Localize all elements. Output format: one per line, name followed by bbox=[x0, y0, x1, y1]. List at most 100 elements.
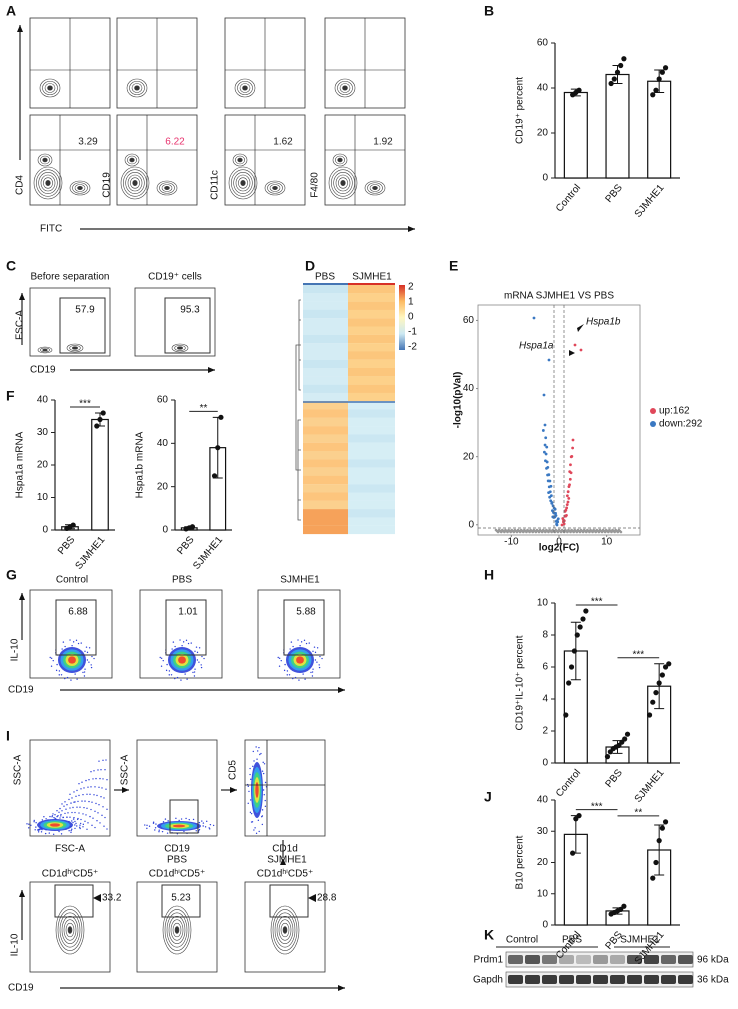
frame bbox=[477, 304, 641, 536]
event bbox=[41, 828, 43, 831]
event bbox=[299, 645, 301, 647]
event bbox=[90, 808, 92, 811]
panel-letter: H bbox=[484, 567, 494, 583]
event bbox=[74, 811, 76, 814]
plot-title: CD19⁺ cells bbox=[148, 272, 202, 283]
bar bbox=[563, 91, 588, 179]
data-point bbox=[604, 754, 611, 760]
event bbox=[280, 659, 282, 662]
gene-point bbox=[619, 530, 623, 534]
event bbox=[209, 828, 211, 830]
event bbox=[154, 827, 157, 829]
dendrogram bbox=[295, 299, 301, 521]
axis-label: IL-10 bbox=[10, 638, 21, 661]
event bbox=[72, 806, 74, 809]
heat-cell bbox=[348, 334, 395, 344]
contour bbox=[228, 166, 258, 200]
significance-label: ** bbox=[634, 808, 642, 819]
heat-cell bbox=[303, 351, 348, 360]
event bbox=[86, 828, 88, 830]
event bbox=[53, 816, 55, 819]
data-point bbox=[653, 87, 659, 93]
event bbox=[98, 760, 100, 762]
gate-label: CD1dʰⁱCD5⁺ bbox=[149, 869, 205, 880]
event bbox=[196, 659, 199, 661]
arrow-head bbox=[338, 687, 345, 693]
event bbox=[144, 824, 146, 826]
axis-label: SSC-A bbox=[13, 754, 24, 785]
event bbox=[35, 822, 37, 824]
blot-band bbox=[610, 975, 625, 984]
heat-cell bbox=[303, 301, 348, 310]
event bbox=[166, 832, 169, 834]
x-tick-label: PBS bbox=[604, 767, 626, 790]
event bbox=[172, 641, 175, 643]
contour bbox=[168, 915, 186, 945]
heat-cell bbox=[348, 451, 395, 460]
axis-label: log2(FC) bbox=[539, 543, 580, 554]
event bbox=[52, 659, 54, 662]
event bbox=[87, 786, 89, 788]
event bbox=[185, 639, 188, 642]
data-point bbox=[624, 731, 631, 737]
contour bbox=[280, 922, 290, 938]
y-tick-label: 0 bbox=[542, 173, 548, 184]
contour bbox=[282, 926, 288, 934]
panel-letter: B bbox=[484, 3, 494, 19]
event bbox=[92, 778, 94, 780]
significance-label: *** bbox=[591, 801, 603, 812]
frame bbox=[116, 114, 198, 206]
frame bbox=[283, 599, 325, 656]
event bbox=[72, 641, 75, 643]
contour bbox=[272, 909, 298, 951]
heat-cell bbox=[303, 434, 348, 443]
event bbox=[90, 771, 92, 773]
event bbox=[249, 799, 252, 801]
scale-tick-label: 1 bbox=[408, 297, 414, 308]
y-tick-label: 6 bbox=[542, 662, 548, 673]
gene-point bbox=[544, 436, 548, 440]
event bbox=[262, 772, 265, 775]
event bbox=[49, 656, 51, 659]
gene-point bbox=[569, 530, 572, 534]
data-point bbox=[574, 632, 580, 638]
data-point bbox=[656, 680, 662, 686]
y-tick-label: 40 bbox=[463, 383, 475, 394]
heat-cell bbox=[348, 459, 395, 468]
event bbox=[258, 746, 260, 749]
contour bbox=[239, 83, 251, 93]
event bbox=[58, 674, 60, 676]
event bbox=[93, 794, 95, 796]
heat-cell bbox=[348, 484, 395, 493]
contour bbox=[63, 919, 77, 941]
event bbox=[79, 822, 82, 825]
event bbox=[161, 830, 164, 833]
event bbox=[171, 648, 173, 650]
gene-point bbox=[613, 530, 616, 534]
arrow-head bbox=[280, 858, 286, 865]
event bbox=[102, 778, 104, 780]
frame bbox=[169, 799, 199, 834]
event bbox=[84, 800, 86, 802]
gate-value: 1.92 bbox=[373, 137, 393, 148]
contour bbox=[276, 915, 294, 945]
heat-cell bbox=[348, 392, 395, 402]
event bbox=[98, 786, 100, 788]
data-point bbox=[211, 473, 218, 479]
arrow-head bbox=[408, 226, 415, 232]
event bbox=[192, 818, 195, 821]
gene-point bbox=[575, 530, 579, 534]
event bbox=[76, 789, 78, 792]
contour bbox=[38, 172, 58, 194]
event bbox=[201, 655, 203, 658]
x-tick-label: PBS bbox=[56, 534, 78, 557]
event bbox=[63, 805, 65, 807]
contour bbox=[172, 922, 182, 938]
event bbox=[262, 789, 265, 791]
event bbox=[71, 811, 73, 814]
contour bbox=[171, 343, 189, 353]
contour bbox=[235, 174, 251, 192]
event bbox=[101, 814, 103, 817]
event bbox=[292, 677, 294, 680]
event bbox=[91, 655, 93, 658]
